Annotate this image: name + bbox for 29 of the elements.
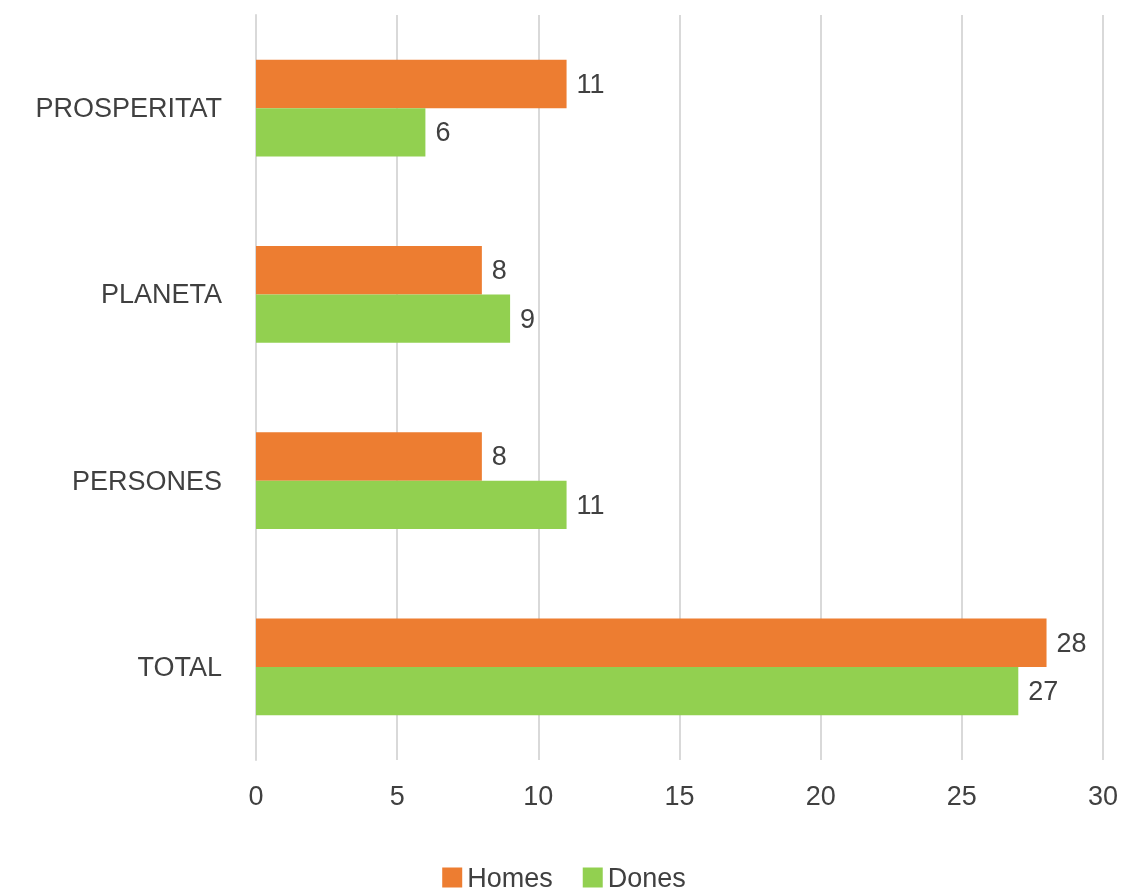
x-tick-label: 30 — [1087, 780, 1119, 811]
bar — [256, 245, 482, 295]
bar — [256, 666, 1019, 716]
legend-label: Dones — [607, 862, 686, 893]
y-tick-label: PERSONES — [71, 465, 222, 496]
bar — [256, 480, 567, 530]
x-tick-label: 20 — [805, 780, 836, 811]
y-tick-label: TOTAL — [137, 651, 222, 682]
data-label: 8 — [491, 255, 507, 286]
bar — [256, 294, 511, 343]
y-tick-label: PROSPERITAT — [35, 93, 222, 124]
data-label: 27 — [1028, 676, 1059, 707]
x-tick-label: 5 — [389, 780, 405, 811]
x-tick-label: 0 — [248, 780, 264, 811]
legend-label: Homes — [467, 862, 553, 893]
data-label: 9 — [520, 303, 536, 334]
bar — [256, 618, 1047, 667]
x-tick-label: 10 — [523, 780, 554, 811]
data-label: 8 — [491, 441, 507, 472]
y-tick-label: PLANETA — [100, 279, 222, 310]
data-label: 11 — [576, 489, 605, 520]
x-tick-label: 25 — [946, 780, 977, 811]
data-label: 28 — [1056, 627, 1087, 658]
bar — [256, 432, 482, 481]
data-label: 6 — [435, 117, 451, 148]
bar — [256, 59, 567, 109]
x-tick-label: 15 — [664, 780, 695, 811]
bar — [256, 108, 426, 157]
data-label: 11 — [576, 68, 605, 99]
